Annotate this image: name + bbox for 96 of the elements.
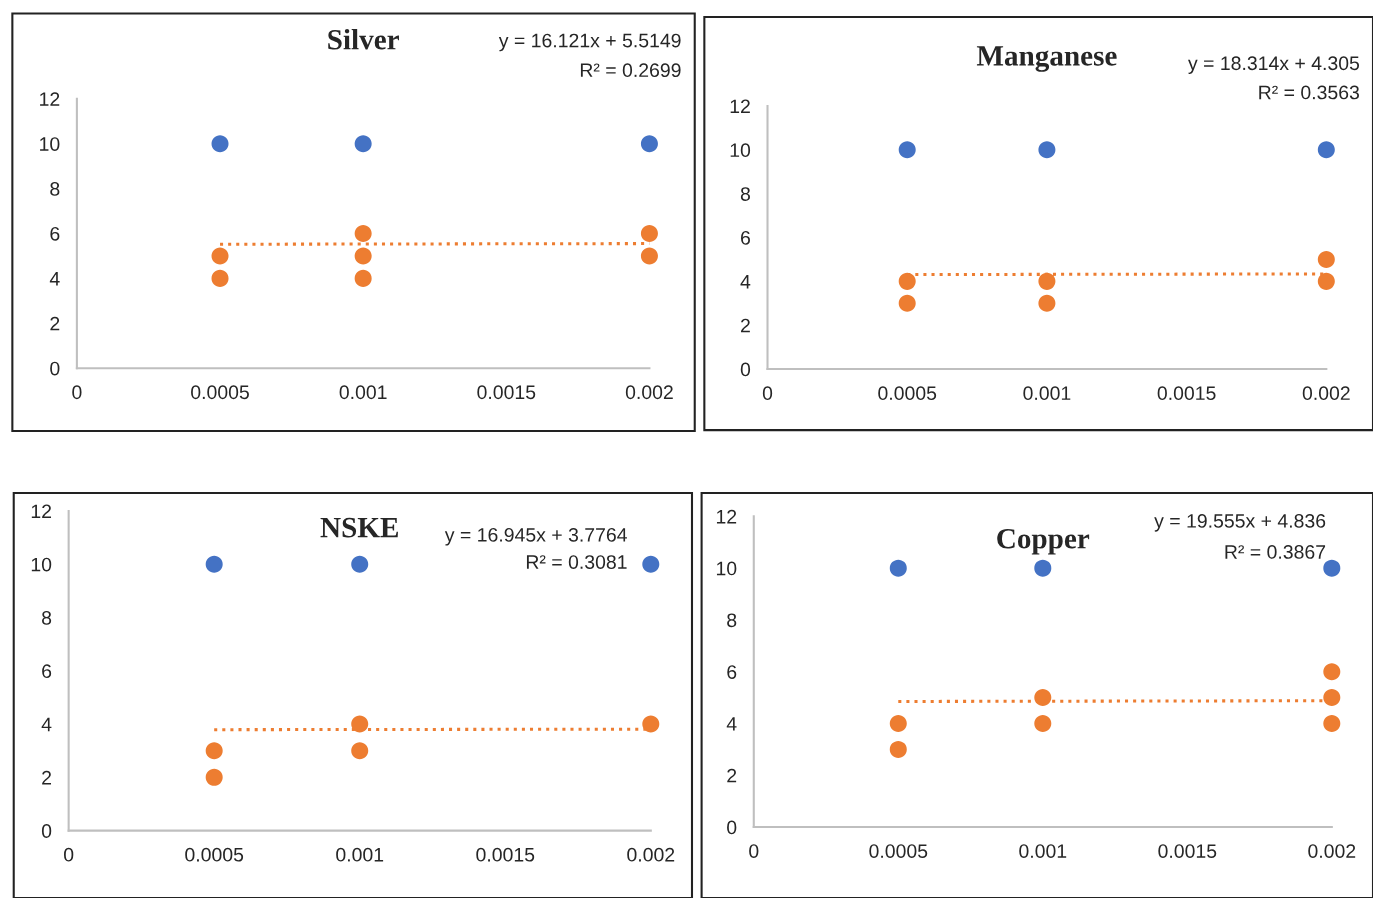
point [1038,272,1056,290]
y-tick-label: 2 [42,770,52,785]
point [640,247,658,265]
x-tick-label: 0.0015 [1158,844,1217,859]
chart-title: NSKE [320,517,398,538]
point [1317,250,1335,268]
x-tick-label: 0 [72,385,82,400]
y-tick-label: 8 [727,613,737,628]
text: R² = 0.3563 [1259,85,1359,100]
x-tick-label: 0.0015 [476,847,535,862]
point [640,224,658,242]
annotation: R² = 0.3867 [1225,545,1326,559]
point [898,141,916,159]
point [1034,559,1052,577]
point [642,555,660,573]
y-tick-label: 10 [40,137,60,151]
x-tick-label: 0.002 [625,385,673,400]
point [205,555,223,573]
point [354,224,372,242]
x-tick-label: 0.0005 [185,847,244,862]
chart-title: Copper [997,528,1090,555]
point [1323,689,1341,707]
annotation: y = 16.945x + 3.7764 [444,527,627,546]
text: R² = 0.2699 [580,63,681,78]
x-tick-label: 0.0005 [878,386,937,401]
x-tick-label: 0.002 [1302,386,1350,401]
y-tick-label: 6 [741,230,750,245]
point [351,555,369,573]
y-tick-label: 0 [727,820,737,835]
annotation: R² = 0.3081 [526,555,627,569]
chart-title: Silver [328,28,399,50]
point [351,715,369,733]
chart-title: Manganese [976,46,1117,72]
point [1323,714,1341,732]
x-tick-label: 0.0015 [477,385,536,400]
y-tick-label: 12 [716,509,737,524]
point [211,135,229,153]
point [205,768,223,786]
y-tick-label: 8 [740,187,750,201]
point [211,269,229,287]
y-tick-label: 4 [49,272,60,286]
point [642,715,660,733]
y-tick-label: 2 [50,316,60,331]
y-tick-label: 12 [40,92,60,106]
y-tick-label: 4 [740,275,751,289]
y-tick-label: 0 [740,362,751,377]
y-tick-label: 10 [716,561,737,576]
x-tick-label: 0.001 [1023,386,1071,401]
point [889,714,907,732]
x-tick-label: 0.0015 [1157,386,1216,401]
point [1323,663,1341,681]
x-tick-label: 0.001 [1019,844,1067,859]
y-tick-label: 10 [730,143,751,158]
text: y = 18.314x + 4.305 [1188,56,1360,74]
point [1034,714,1052,732]
y-tick-label: 4 [726,717,737,731]
point [1317,141,1335,159]
y-tick-label: 6 [42,664,52,679]
point [354,135,372,153]
x-tick-label: 0.0005 [191,385,249,400]
y-tick-label: 0 [50,361,60,376]
point [1038,294,1056,312]
y-tick-label: 8 [50,182,60,196]
point [354,269,372,287]
x-tick-label: 0 [64,847,74,862]
point [898,272,916,290]
point [898,294,916,312]
x-tick-label: 0.001 [339,385,387,400]
y-tick-label: 2 [741,318,750,333]
y-tick-label: 6 [727,665,737,679]
point [211,247,229,265]
y-tick-label: 12 [31,504,52,519]
y-tick-label: 10 [31,557,52,572]
point [351,742,369,760]
y-tick-label: 6 [50,226,60,241]
x-tick-label: 0.002 [627,847,675,862]
text: y = 16.121x + 5.5149 [498,33,681,52]
x-tick-label: 0.0005 [869,844,928,859]
point [1038,141,1056,159]
x-tick-label: 0 [762,386,773,401]
y-tick-label: 0 [41,824,52,838]
y-tick-label: 2 [727,768,737,783]
point [1034,689,1052,707]
x-tick-label: 0.001 [336,847,384,862]
annotation: y = 19.555x + 4.836 [1154,514,1326,532]
point [640,135,658,153]
point [205,742,223,760]
point [889,559,907,577]
point [889,740,907,758]
point [1323,559,1341,577]
y-tick-label: 8 [42,610,52,625]
y-tick-label: 4 [41,717,52,732]
point [354,247,372,265]
x-tick-label: 0.002 [1308,844,1356,859]
point [1317,272,1335,290]
y-tick-label: 12 [730,99,750,114]
